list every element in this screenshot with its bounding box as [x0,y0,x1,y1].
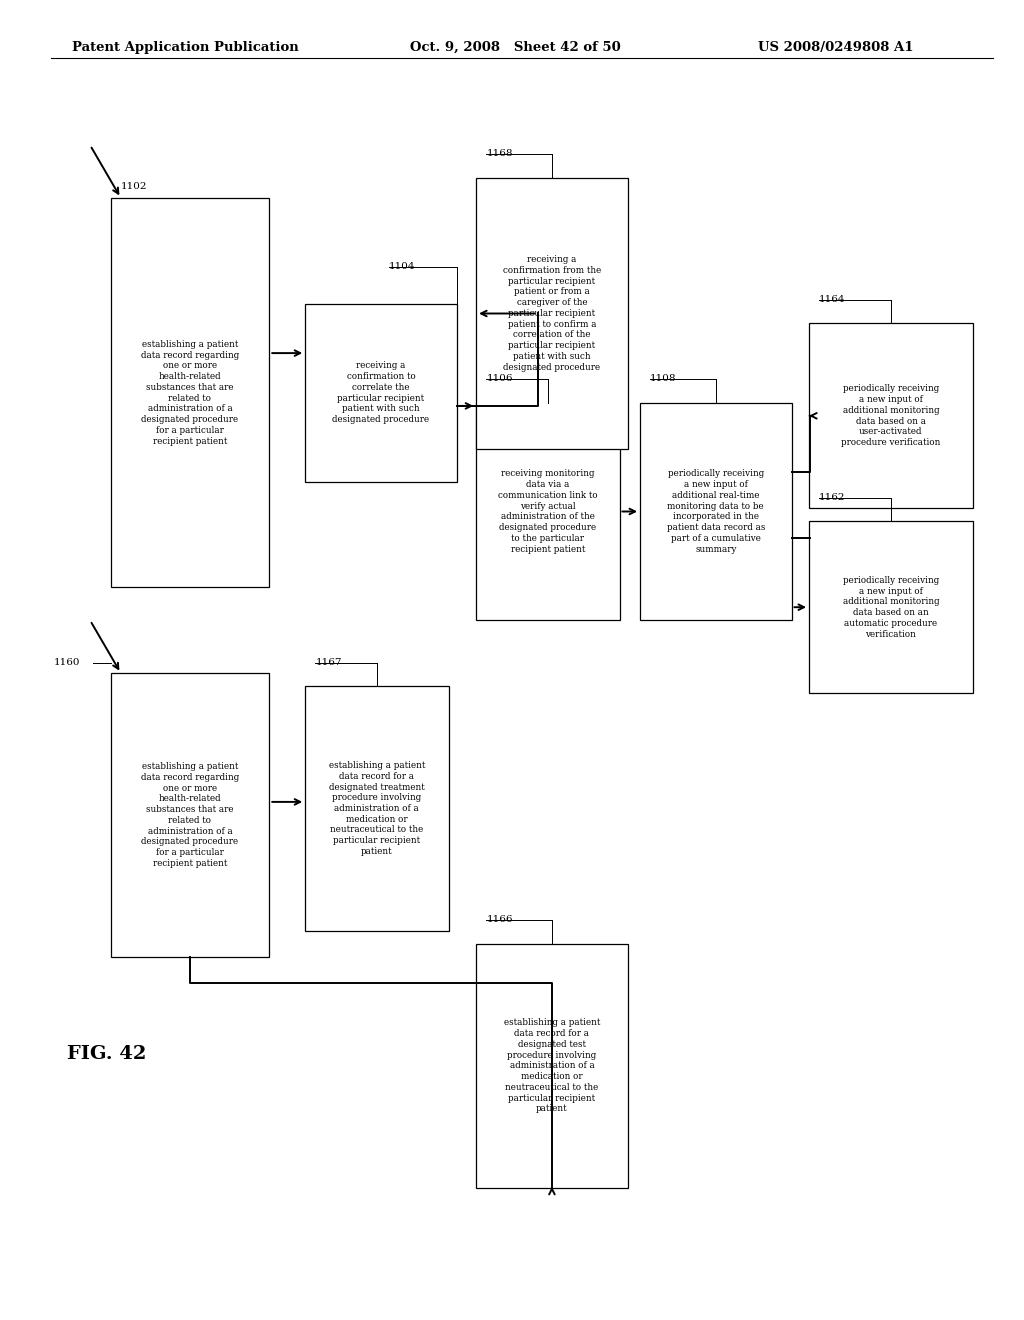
Bar [476,944,628,1188]
Text: 1102: 1102 [121,182,147,191]
Text: 1164: 1164 [819,294,846,304]
Text: 1108: 1108 [650,374,677,383]
Text: 1104: 1104 [388,261,415,271]
Bar [111,673,269,957]
Bar [809,521,973,693]
Bar [640,403,792,620]
Text: establishing a patient
data record for a
designated treatment
procedure involvin: establishing a patient data record for a… [329,762,425,855]
Text: establishing a patient
data record for a
designated test
procedure involving
adm: establishing a patient data record for a… [504,1019,600,1113]
Text: establishing a patient
data record regarding
one or more
health-related
substanc: establishing a patient data record regar… [141,762,239,869]
Text: 1160: 1160 [54,657,81,667]
Bar [305,686,449,931]
Text: periodically receiving
a new input of
additional real-time
monitoring data to be: periodically receiving a new input of ad… [667,470,765,553]
Bar [476,178,628,449]
Text: receiving monitoring
data via a
communication link to
verify actual
administrati: receiving monitoring data via a communic… [498,470,598,553]
Bar [111,198,269,587]
Text: periodically receiving
a new input of
additional monitoring
data based on a
user: periodically receiving a new input of ad… [841,384,941,447]
Text: receiving a
confirmation from the
particular recipient
patient or from a
caregiv: receiving a confirmation from the partic… [503,255,601,372]
Text: 1168: 1168 [486,149,513,158]
Text: establishing a patient
data record regarding
one or more
health-related
substanc: establishing a patient data record regar… [141,339,239,446]
Text: US 2008/0249808 A1: US 2008/0249808 A1 [758,41,913,54]
Text: 1162: 1162 [819,492,846,502]
Text: 1106: 1106 [486,374,513,383]
Text: 1166: 1166 [486,915,513,924]
Text: 1167: 1167 [315,657,342,667]
Bar [476,403,620,620]
Text: Patent Application Publication: Patent Application Publication [72,41,298,54]
Text: Oct. 9, 2008   Sheet 42 of 50: Oct. 9, 2008 Sheet 42 of 50 [410,41,621,54]
Text: receiving a
confirmation to
correlate the
particular recipient
patient with such: receiving a confirmation to correlate th… [333,362,429,424]
Text: periodically receiving
a new input of
additional monitoring
data based on an
aut: periodically receiving a new input of ad… [843,576,939,639]
Text: FIG. 42: FIG. 42 [67,1044,146,1063]
Bar [305,304,457,482]
Bar [809,323,973,508]
